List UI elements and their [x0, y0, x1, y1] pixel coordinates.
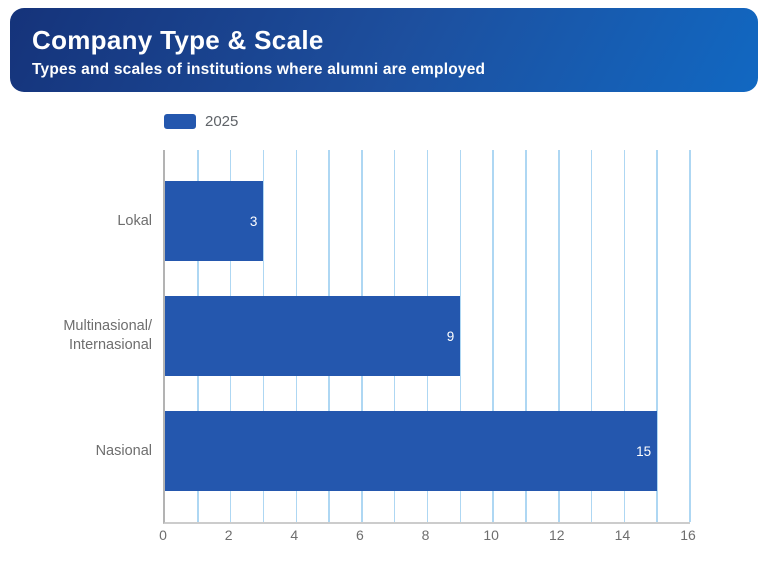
x-tick-label-12: 12 — [548, 527, 565, 543]
x-tick-label-4: 4 — [290, 527, 299, 543]
x-tick-label-6: 6 — [355, 527, 364, 543]
legend-item-2025[interactable]: 2025 — [164, 113, 238, 130]
x-tick-label-8: 8 — [421, 527, 430, 543]
gridline — [558, 150, 560, 522]
gridline — [656, 150, 658, 522]
bar-value-label: 9 — [446, 328, 455, 344]
x-tick-label-14: 14 — [614, 527, 631, 543]
gridline — [459, 150, 462, 522]
plot-area: 3 9 15 — [163, 150, 691, 524]
x-tick-label-0: 0 — [159, 527, 167, 543]
bar-value-label: 15 — [636, 443, 652, 459]
bar-nasional[interactable]: 15 — [165, 411, 658, 491]
category-label-nasional: Nasional — [95, 442, 152, 459]
bar-value-label: 3 — [249, 213, 258, 229]
x-tick-label-16: 16 — [680, 527, 696, 543]
category-label-multinasional-internasional: Multinasional/Internasional — [63, 318, 152, 353]
legend-swatch — [164, 114, 196, 129]
x-tick-label-10: 10 — [483, 527, 499, 543]
gridline — [590, 150, 593, 522]
legend-label: 2025 — [205, 113, 239, 130]
chart-header: Company Type & Scale Types and scales of… — [10, 8, 758, 92]
gridline — [525, 150, 527, 522]
x-tick-label-2: 2 — [224, 527, 233, 543]
category-label-lokal: Lokal — [117, 212, 152, 229]
gridline — [689, 150, 691, 522]
chart-title: Company Type & Scale — [32, 25, 324, 55]
gridline — [623, 150, 626, 522]
chart-subtitle: Types and scales of institutions where a… — [32, 61, 486, 78]
gridline — [492, 150, 494, 522]
bar-lokal[interactable]: 3 — [165, 181, 264, 261]
bar-multinasional-internasional[interactable]: 9 — [165, 296, 461, 376]
